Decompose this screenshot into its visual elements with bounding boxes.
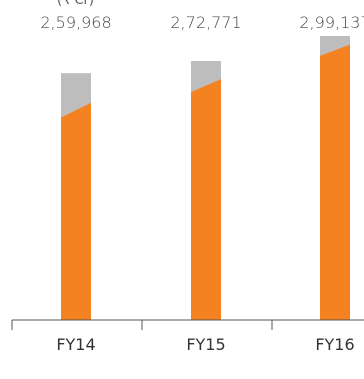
value-label-fy15: 2,72,771 (170, 13, 241, 32)
bar-segment-fy14 (61, 102, 91, 320)
x-tick-label-fy14: FY14 (56, 335, 95, 354)
bars-group (61, 36, 350, 321)
chart-title-fragment: (₹ Cr) (57, 0, 94, 8)
bar-segment-fy16 (320, 44, 350, 321)
value-label-fy16: 2,99,137 (299, 13, 364, 32)
x-tick-label-fy15: FY15 (186, 335, 225, 354)
bar-segment-fy15 (191, 79, 221, 320)
value-label-fy14: 2,59,968 (40, 13, 111, 32)
x-tick-label-fy16: FY16 (315, 335, 354, 354)
value-labels-group: 2,59,968 2,72,771 2,99,137 (40, 13, 364, 32)
x-axis: FY14 FY15 FY16 (11, 319, 364, 354)
